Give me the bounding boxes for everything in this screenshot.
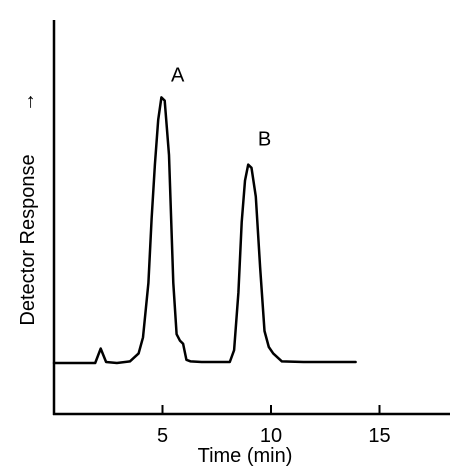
- y-axis-label: Detector Response: [17, 154, 39, 325]
- x-tick-label: 5: [157, 425, 168, 447]
- peak-label-a: A: [171, 64, 185, 86]
- x-tick-label: 10: [260, 425, 282, 447]
- detector-trace-line: [52, 96, 357, 365]
- x-tick-label: 15: [368, 425, 390, 447]
- y-axis-arrow: →: [17, 92, 39, 112]
- x-ticks: 5 10 15: [157, 405, 391, 447]
- axes: [52, 20, 450, 416]
- peak-annotations: AB: [171, 64, 271, 150]
- x-axis-label: Time (min): [198, 445, 293, 467]
- y-axis-label-group: Detector Response →: [17, 92, 39, 326]
- peak-label-b: B: [258, 128, 271, 150]
